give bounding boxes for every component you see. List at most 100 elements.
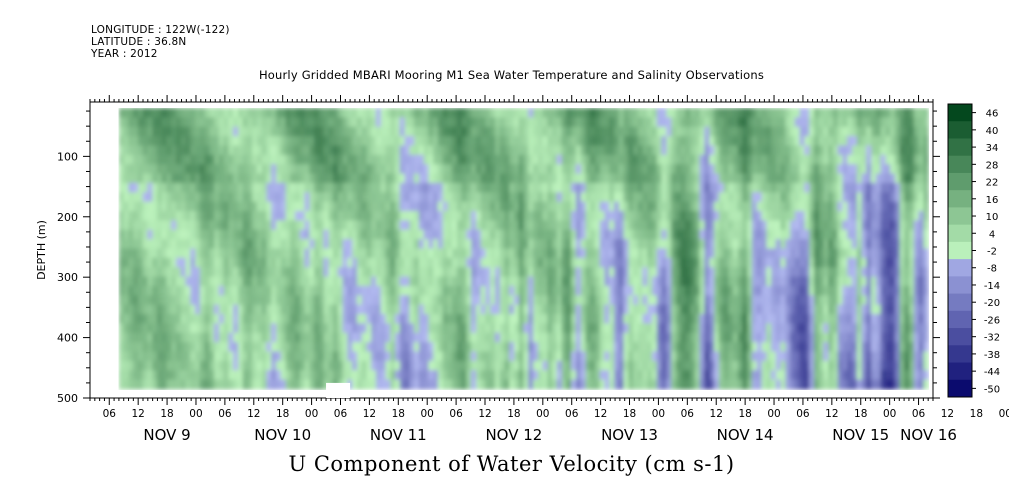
heatmap-cell [856,323,863,334]
heatmap-cell [780,332,786,343]
heatmap-cell [790,360,796,371]
heatmap-cell [504,229,510,240]
heatmap-cell [775,108,782,118]
heatmap-cell [642,108,648,118]
heatmap-cell [766,211,772,221]
heatmap-cell [385,229,391,240]
heatmap-cell [656,201,663,212]
heatmap-cell [804,351,810,362]
heatmap-cell [276,285,282,296]
heatmap-cell [894,370,901,381]
heatmap-cell [790,285,796,296]
heatmap-cell [342,323,348,334]
heatmap-cell [256,267,263,278]
heatmap-cell [499,173,506,184]
heatmap-cell [666,370,672,381]
heatmap-cell [261,360,268,371]
heatmap-cell [380,173,387,184]
heatmap-cell [218,379,225,390]
heatmap-cell [480,229,487,240]
heatmap-cell [742,267,748,278]
heatmap-cell [233,360,239,371]
heatmap-cell [204,229,210,240]
heatmap-cell [871,126,877,137]
heatmap-cell [480,201,487,212]
heatmap-cell [618,342,625,353]
heatmap-cell [395,285,401,296]
heatmap-cell [542,257,548,268]
heatmap-cell [552,360,558,371]
heatmap-cell [609,229,615,240]
heatmap-cell [156,276,163,287]
heatmap-cell [675,229,682,240]
heatmap-cell [347,211,353,221]
heatmap-cell [390,136,396,147]
heatmap-cell [475,314,482,324]
heatmap-cell [209,211,215,221]
heatmap-cell [128,182,134,193]
heatmap-cell [452,379,458,390]
heatmap-cell [414,323,420,334]
heatmap-cell [890,248,896,259]
heatmap-cell [604,285,610,296]
heatmap-cell [309,145,315,156]
heatmap-cell [647,332,653,343]
heatmap-cell [128,276,134,287]
heatmap-cell [661,117,667,128]
heatmap-cell [713,295,720,306]
heatmap-cell [152,285,158,296]
heatmap-cell [552,342,558,353]
heatmap-cell [828,332,834,343]
heatmap-cell [842,201,848,212]
heatmap-cell [299,145,306,156]
heatmap-cell [199,154,206,165]
heatmap-cell [837,370,844,381]
heatmap-cell [314,192,320,203]
heatmap-cell [809,173,815,184]
heatmap-cell [628,267,634,278]
heatmap-cell [604,295,610,306]
heatmap-cell [832,182,839,193]
heatmap-cell [832,108,839,118]
heatmap-cell [899,379,905,390]
heatmap-cell [842,117,848,128]
heatmap-cell [128,304,134,315]
heatmap-cell [299,211,306,221]
heatmap-cell [871,314,877,324]
heatmap-cell [633,342,639,353]
heatmap-cell [228,145,234,156]
heatmap-cell [280,257,287,268]
heatmap-cell [533,248,539,259]
heatmap-cell [409,239,415,250]
heatmap-cell [642,342,648,353]
heatmap-cell [847,239,853,250]
heatmap-cell [214,145,220,156]
heatmap-cell [680,136,686,147]
heatmap-cell [399,108,406,118]
heatmap-cell [675,314,682,324]
heatmap-cell [385,220,391,231]
heatmap-cell [666,276,672,287]
heatmap-cell [556,182,563,193]
heatmap-cell [713,211,720,221]
heatmap-cell [418,285,425,296]
heatmap-cell [133,351,139,362]
heatmap-cell [852,342,858,353]
heatmap-cell [771,229,777,240]
heatmap-cell [861,239,867,250]
heatmap-cell [452,211,458,221]
heatmap-cell [847,248,853,259]
heatmap-cell [761,182,767,193]
heatmap-cell [699,304,706,315]
heatmap-cell [899,314,905,324]
heatmap-cell [147,229,153,240]
heatmap-cell [618,211,625,221]
heatmap-cell [252,360,258,371]
heatmap-cell [804,323,810,334]
heatmap-cell [180,239,187,250]
heatmap-cell [242,379,249,390]
heatmap-cell [671,192,677,203]
heatmap-cell [571,220,577,231]
heatmap-cell [514,182,520,193]
heatmap-cell [847,211,853,221]
